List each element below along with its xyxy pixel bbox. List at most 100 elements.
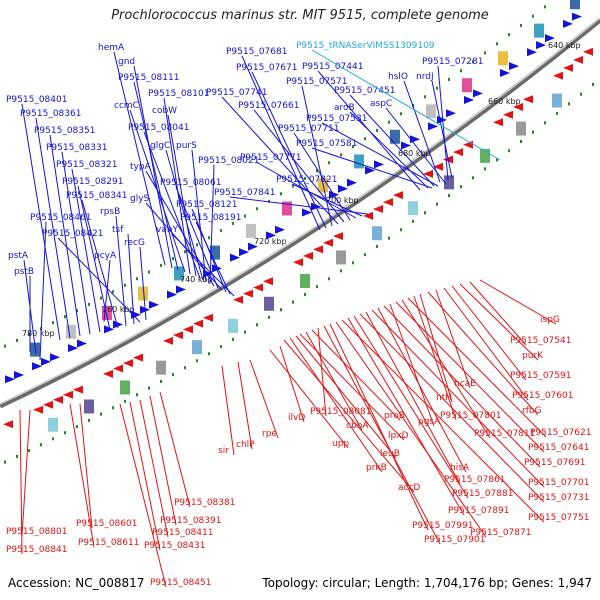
- gene-feature-box: [282, 201, 292, 216]
- scale-tick: [40, 443, 42, 447]
- reverse-gene-arrow: [293, 258, 303, 267]
- reverse-gene-arrow: [73, 385, 83, 394]
- scale-tick: [400, 228, 402, 232]
- reverse-gene-label: sir: [218, 446, 229, 456]
- scale-label-740: 740 kbp: [180, 275, 213, 284]
- reverse-gene-label: P9515_07691: [524, 458, 585, 468]
- reverse-gene-leader-line: [69, 403, 95, 548]
- reverse-gene-label: P9515_08431: [144, 541, 205, 551]
- forward-gene-leader-line: [171, 233, 235, 297]
- reverse-gene-label: P9515_07881: [452, 489, 513, 499]
- reverse-gene-label: ilvD: [288, 413, 305, 423]
- scale-tick: [532, 14, 534, 18]
- reverse-gene-arrow: [513, 103, 523, 112]
- reverse-gene-label: hcaE: [454, 379, 476, 389]
- gene-feature-box: [408, 201, 418, 216]
- gene-feature-box: [210, 245, 220, 260]
- scale-tick: [232, 337, 234, 341]
- forward-gene-label: P9515_08041: [128, 123, 189, 133]
- scale-tick: [280, 192, 282, 196]
- scale-tick: [556, 111, 558, 115]
- reverse-gene-arrow: [123, 359, 133, 368]
- forward-gene-label: gnd: [118, 57, 135, 67]
- reverse-gene-arrow: [323, 238, 333, 247]
- forward-gene-label: glyS: [130, 194, 150, 204]
- forward-gene-label: hemA: [98, 43, 125, 53]
- forward-gene-arrow: [266, 231, 276, 240]
- reverse-gene-arrow: [233, 295, 243, 304]
- reverse-gene-leader-line: [119, 403, 167, 588]
- reverse-gene-label: ntH: [436, 393, 452, 403]
- scale-tick: [184, 366, 186, 370]
- forward-gene-labels: hemA gnd P9515_08111 ccmC P9515_08101 cobW P95…: [6, 43, 483, 361]
- scale-tick: [172, 257, 174, 261]
- scale-tick: [328, 277, 330, 281]
- scale-tick: [184, 250, 186, 254]
- scale-tick: [136, 393, 138, 397]
- forward-gene-label: P9515_08101: [148, 89, 209, 99]
- gene-feature-box: [336, 250, 346, 265]
- reverse-gene-leader-line: [289, 337, 383, 473]
- reverse-gene-label: P9515_07861: [444, 475, 505, 485]
- scale-tick: [100, 296, 102, 300]
- scale-tick: [280, 308, 282, 312]
- genome-backbone: [0, 18, 600, 409]
- reverse-gene-label: P9515_07641: [528, 443, 589, 453]
- forward-gene-label: P9515_08341: [66, 191, 127, 201]
- trna-gene-label: P9515_tRNASerVIMSS1309109: [296, 41, 435, 51]
- forward-gene-arrow: [41, 357, 51, 366]
- scale-tick: [532, 130, 534, 134]
- reverse-gene-leader-line: [435, 289, 471, 389]
- scale-tick: [244, 330, 246, 334]
- reverse-gene-label: accD: [398, 483, 420, 493]
- forward-gene-label: P9515_08321: [56, 160, 117, 170]
- reverse-gene-arrow: [173, 331, 183, 340]
- scale-tick: [244, 214, 246, 218]
- forward-gene-arrow: [14, 370, 24, 379]
- forward-gene-label: aspC: [370, 99, 392, 109]
- gene-feature-box: [426, 104, 436, 119]
- forward-gene-label: P9515_07671: [236, 63, 297, 73]
- scale-tick: [388, 120, 390, 124]
- scale-tick: [232, 221, 234, 225]
- scale-tick: [292, 184, 294, 188]
- scale-label-700: 700 kbp: [326, 196, 359, 205]
- gene-feature-box: [552, 93, 562, 108]
- forward-gene-arrow: [239, 248, 249, 257]
- reverse-gene-arrow: [203, 313, 213, 322]
- reverse-gene-arrow: [243, 289, 253, 298]
- trna-gene-leader-line: [311, 49, 501, 161]
- gene-feature-box: [120, 380, 130, 395]
- forward-gene-leader-line: [251, 71, 327, 229]
- reverse-gene-leader-line: [295, 335, 397, 459]
- forward-gene-label: P9515_07441: [302, 62, 363, 72]
- reverse-gene-leader-line: [479, 279, 557, 325]
- reverse-gene-leader-line: [139, 399, 169, 538]
- scale-tick: [304, 176, 306, 180]
- forward-gene-label: P9515_08021: [198, 156, 259, 166]
- scale-tick: [436, 86, 438, 90]
- forward-gene-label: P9515_08291: [62, 177, 123, 187]
- reverse-gene-leader-line: [279, 345, 305, 423]
- scale-tick: [352, 145, 354, 149]
- forward-gene-arrow: [302, 208, 312, 217]
- forward-gene-leader-line: [221, 96, 339, 225]
- scale-tick: [292, 300, 294, 304]
- scale-tick: [220, 345, 222, 349]
- scale-tick: [592, 83, 594, 87]
- reverse-gene-leader-line: [329, 323, 429, 531]
- reverse-gene-leader-line: [443, 287, 529, 401]
- reverse-gene-label: P9515_08391: [160, 516, 221, 526]
- scale-tick: [484, 51, 486, 55]
- forward-gene-leader-line: [311, 147, 433, 189]
- forward-gene-arrow: [248, 242, 258, 251]
- forward-gene-leader-line: [321, 122, 439, 187]
- forward-gene-label: P9515_07661: [238, 101, 299, 111]
- reverse-gene-label: leuB: [380, 449, 400, 459]
- forward-gene-arrow: [68, 344, 78, 353]
- scale-tick: [124, 283, 126, 287]
- reverse-gene-label: rpe: [262, 429, 277, 439]
- reverse-gene-arrow: [193, 319, 203, 328]
- scale-tick: [304, 292, 306, 296]
- forward-gene-leader-line: [39, 221, 47, 361]
